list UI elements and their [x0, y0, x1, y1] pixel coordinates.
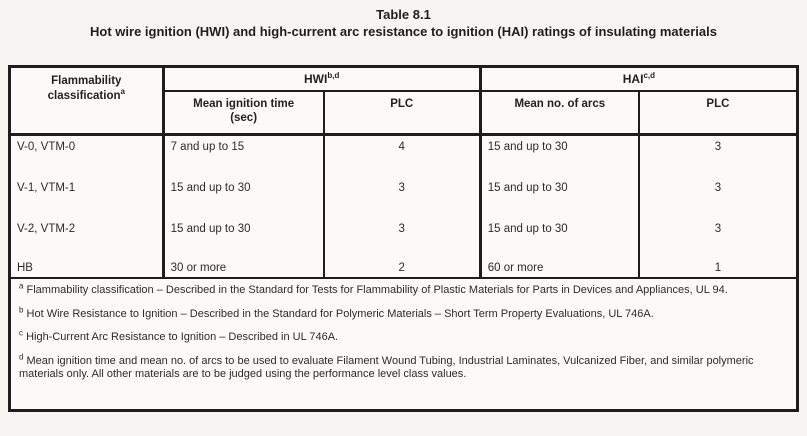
footnote-a: a Flammability classification – Describe… [19, 281, 788, 298]
hai-group-header: HAIc,d [478, 66, 798, 92]
footnote-b: b Hot Wire Resistance to Ignition – Desc… [19, 304, 788, 322]
footnote-c: c High-Current Arc Resistance to Ignitio… [19, 328, 788, 345]
mean-ignition-time-unit: (sec) [230, 112, 258, 124]
hwi-label: HWI [304, 72, 328, 86]
hai-plc-cell: 3 [637, 218, 798, 259]
table-caption: Table 8.1 Hot wire ignition (HWI) and hi… [0, 0, 807, 40]
hwi-group-header: HWIb,d [163, 66, 481, 92]
table-row-v0: V-0, VTM-0 7 and up to 15 4 15 and up to… [10, 134, 798, 177]
classification-cell: V-1, VTM-1 [17, 182, 76, 194]
hwi-time-cell: 7 and up to 15 [161, 134, 324, 177]
footnote-b-text: Hot Wire Resistance to Ignition – Descri… [26, 307, 654, 320]
table-body: V-0, VTM-0 7 and up to 15 4 15 and up to… [10, 134, 798, 278]
flammability-classification-label: Flammability classification [47, 75, 122, 102]
table-number: Table 8.1 [376, 7, 431, 22]
table-title-text: Hot wire ignition (HWI) and high-current… [90, 24, 717, 39]
classification-cell: HB [17, 262, 33, 274]
hwi-time-cell: 30 or more [161, 259, 324, 278]
hai-arcs-cell: 15 and up to 30 [478, 134, 639, 177]
flammability-footnote-marker: a [120, 87, 125, 97]
table-row-v2: V-2, VTM-2 15 and up to 30 3 15 and up t… [10, 218, 798, 259]
hwi-time-cell: 15 and up to 30 [161, 218, 324, 259]
footnote-b-marker: b [19, 304, 24, 314]
footnote-c-text: High-Current Arc Resistance to Ignition … [26, 331, 339, 343]
footnote-d-marker: d [19, 351, 24, 361]
hai-plc-cell: 1 [637, 259, 798, 278]
hwi-plc-cell: 3 [322, 177, 481, 218]
hai-arcs-cell: 60 or more [478, 259, 639, 278]
table-footnotes: a Flammability classification – Describe… [9, 277, 798, 411]
hwi-plc-cell: 3 [322, 218, 481, 259]
footnote-d-text: Mean ignition time and mean no. of arcs … [19, 354, 754, 381]
classification-cell: V-2, VTM-2 [17, 223, 76, 235]
ratings-table: Flammability classificationa HWIb,d HAIc… [8, 65, 799, 412]
sub-header-row: Mean ignition time (sec) PLC Mean no. of… [10, 91, 798, 136]
footnotes-row: a Flammability classification – Describe… [9, 277, 798, 411]
table-header: Flammability classificationa HWIb,d HAIc… [9, 66, 798, 136]
footnotes-cell: a Flammability classification – Describe… [9, 277, 798, 411]
hai-label: HAI [622, 72, 644, 86]
hai-footnote-marker: c,d [643, 71, 655, 80]
footnote-a-text: Flammability classification – Described … [26, 284, 728, 296]
mean-ignition-time-label: Mean ignition time [193, 98, 295, 110]
classification-cell: V-0, VTM-0 [17, 141, 76, 153]
hai-plc-header: PLC [637, 91, 798, 136]
hai-plc-cell: 3 [637, 177, 798, 218]
group-header-row: Flammability classificationa HWIb,d HAIc… [9, 66, 798, 136]
hwi-footnote-marker: b,d [327, 71, 340, 80]
hai-arcs-cell: 15 and up to 30 [478, 177, 639, 218]
footnote-c-marker: c [19, 328, 23, 338]
hwi-plc-cell: 4 [322, 134, 481, 177]
hwi-mean-ignition-time-header: Mean ignition time (sec) [163, 91, 324, 136]
flammability-classification-header: Flammability classificationa [9, 66, 165, 136]
table-row-v1: V-1, VTM-1 15 and up to 30 3 15 and up t… [10, 177, 798, 218]
footnote-d: d Mean ignition time and mean no. of arc… [19, 351, 788, 382]
hai-plc-cell: 3 [637, 134, 798, 177]
hai-arcs-cell: 15 and up to 30 [478, 218, 639, 259]
table-row-hb: HB 30 or more 2 60 or more 1 [10, 259, 798, 278]
footnote-a-marker: a [19, 281, 24, 291]
hwi-plc-header: PLC [322, 91, 481, 136]
hwi-time-cell: 15 and up to 30 [161, 177, 324, 218]
hwi-plc-cell: 2 [322, 259, 481, 278]
hai-mean-arcs-header: Mean no. of arcs [478, 91, 639, 136]
